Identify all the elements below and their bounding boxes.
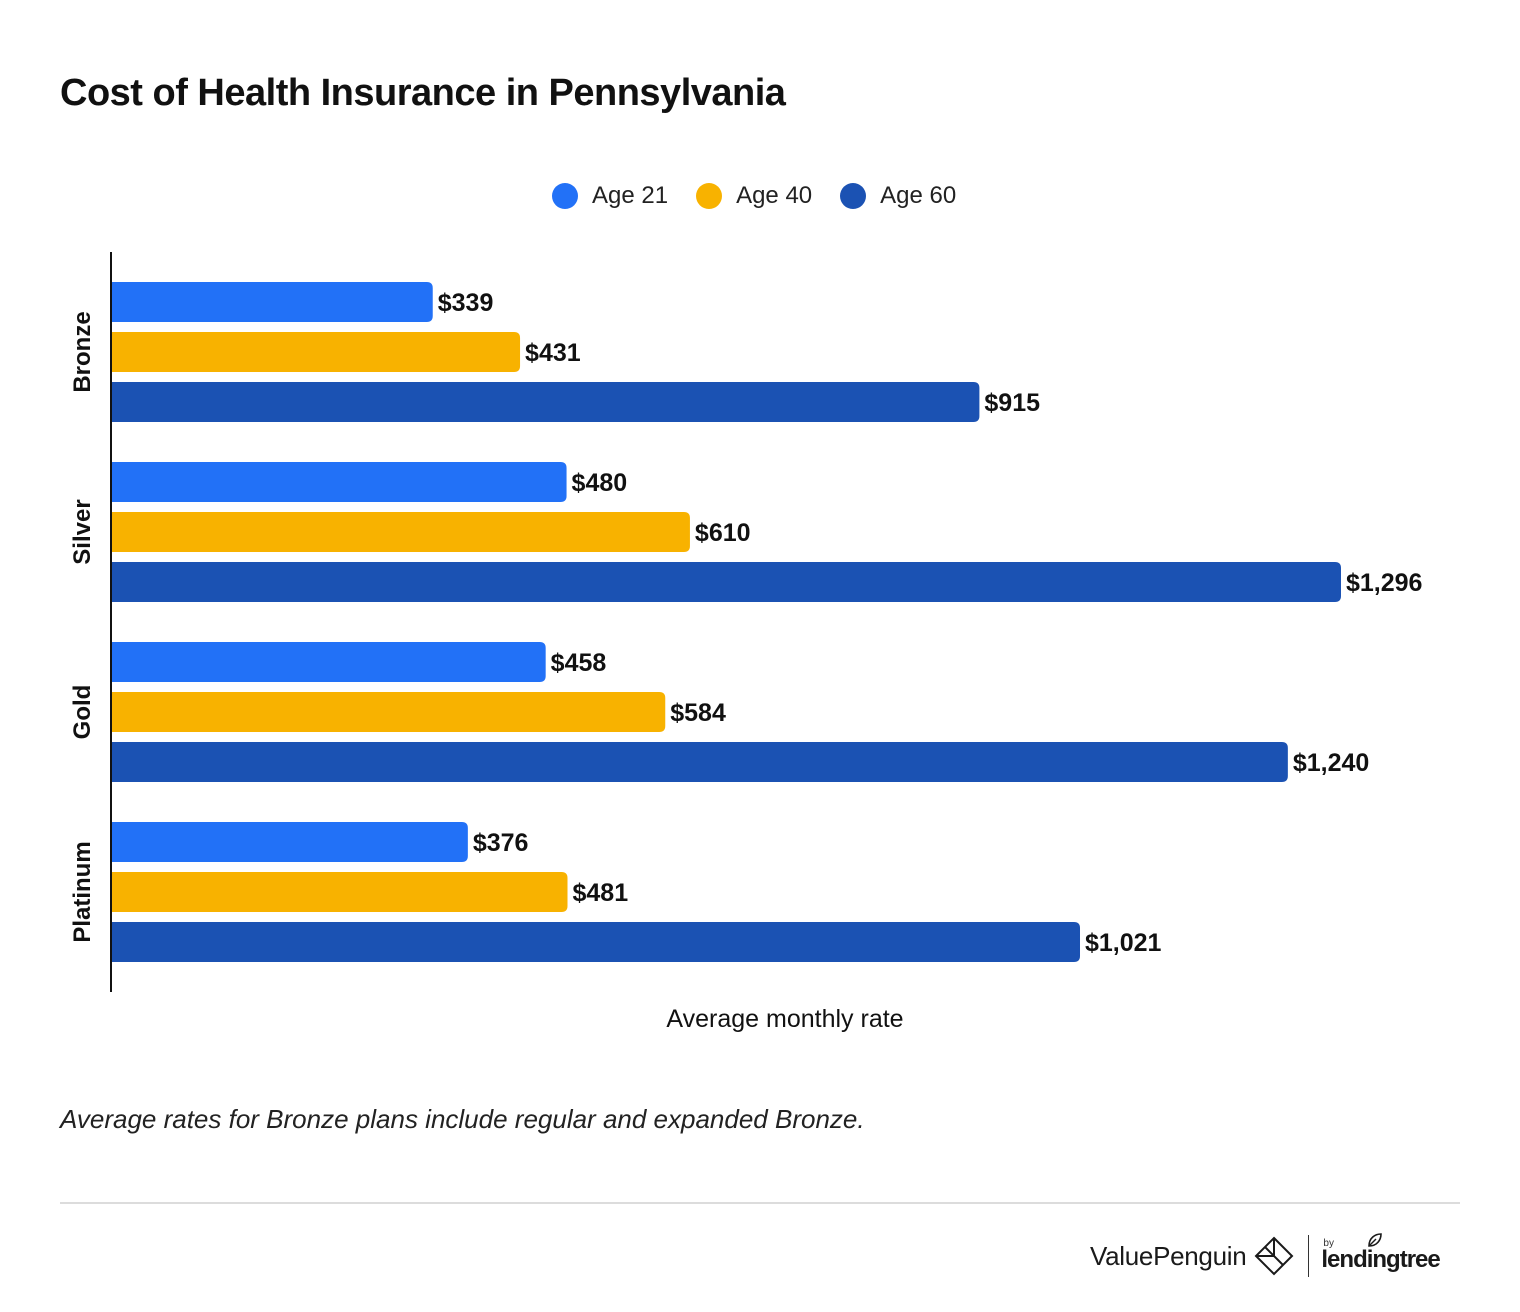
legend-item-age-40: Age 40 xyxy=(696,182,812,210)
legend-label-age-60: Age 60 xyxy=(880,182,957,209)
bar-silver-age-40 xyxy=(111,512,690,552)
bar-silver-age-60 xyxy=(111,562,1341,602)
bar-bronze-age-21 xyxy=(111,282,433,322)
valuepenguin-logo-icon xyxy=(1254,1236,1294,1276)
bar-gold-age-60 xyxy=(111,742,1288,782)
data-label-gold-age-21: $458 xyxy=(551,649,607,677)
legend: Age 21 Age 40 Age 60 xyxy=(552,180,984,212)
data-label-platinum-age-21: $376 xyxy=(473,829,529,857)
data-label-bronze-age-40: $431 xyxy=(525,339,581,367)
category-label-silver: Silver xyxy=(69,499,96,564)
brand-footer: ValuePenguin by lendingtree xyxy=(1090,1232,1443,1280)
legend-item-age-60: Age 60 xyxy=(840,182,956,210)
legend-item-age-21: Age 21 xyxy=(552,182,668,210)
data-label-bronze-age-21: $339 xyxy=(438,289,494,317)
bar-bronze-age-60 xyxy=(111,382,980,422)
x-axis-title: Average monthly rate xyxy=(666,1005,903,1033)
data-label-platinum-age-60: $1,021 xyxy=(1085,929,1162,957)
legend-swatch-age-60 xyxy=(840,183,867,209)
bar-platinum-age-40 xyxy=(111,872,568,912)
bar-platinum-age-21 xyxy=(111,822,468,862)
data-label-silver-age-60: $1,296 xyxy=(1346,569,1422,597)
lendingtree-wordmark: lendingtree xyxy=(1321,1246,1440,1273)
category-label-bronze: Bronze xyxy=(69,311,96,392)
bar-gold-age-21 xyxy=(111,642,546,682)
valuepenguin-wordmark: ValuePenguin xyxy=(1090,1240,1247,1271)
category-label-gold: Gold xyxy=(69,685,96,740)
bar-bronze-age-40 xyxy=(111,332,521,372)
legend-label-age-21: Age 21 xyxy=(592,182,669,209)
data-label-silver-age-21: $480 xyxy=(572,469,628,497)
data-label-platinum-age-40: $481 xyxy=(573,879,629,907)
footer-divider xyxy=(60,1202,1460,1204)
leaf-icon xyxy=(1368,1233,1383,1247)
lendingtree-logo: by lendingtree xyxy=(1321,1232,1443,1280)
data-label-bronze-age-60: $915 xyxy=(984,389,1040,417)
data-label-gold-age-40: $584 xyxy=(670,699,726,727)
data-label-silver-age-40: $610 xyxy=(695,519,751,547)
footnote: Average rates for Bronze plans include r… xyxy=(60,1104,865,1134)
lendingtree-by-label: by xyxy=(1323,1238,1334,1249)
legend-swatch-age-21 xyxy=(552,183,578,209)
legend-swatch-age-40 xyxy=(696,183,723,209)
brand-separator xyxy=(1308,1235,1310,1277)
bar-chart: $339 $431 $915 Bronze $480 $610 $1,296 Silver $4… xyxy=(69,252,1422,1033)
category-label-platinum: Platinum xyxy=(69,841,96,942)
bar-gold-age-40 xyxy=(111,692,666,732)
data-label-gold-age-60: $1,240 xyxy=(1293,749,1369,777)
chart-title: Cost of Health Insurance in Pennsylvania xyxy=(60,72,786,114)
bar-platinum-age-60 xyxy=(111,922,1081,962)
bar-silver-age-21 xyxy=(111,462,567,502)
legend-label-age-40: Age 40 xyxy=(736,182,813,209)
